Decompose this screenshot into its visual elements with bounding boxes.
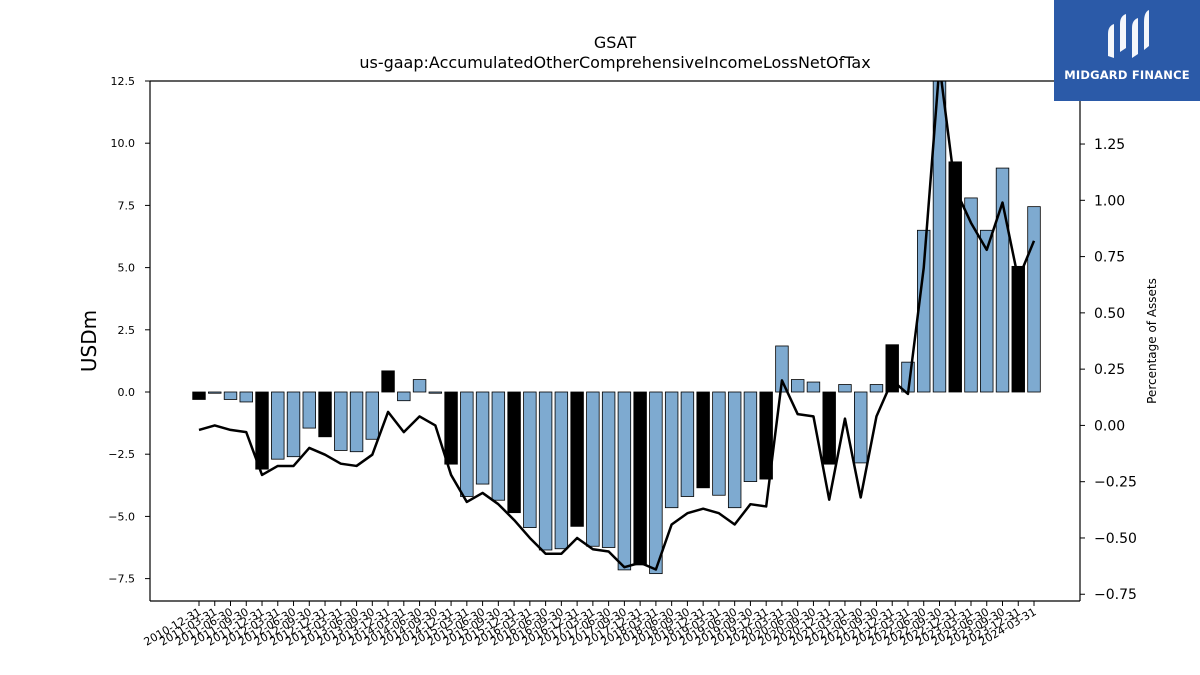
y2-tick-label: 0.50 [1094,306,1125,322]
logo-icon [1108,10,1149,58]
y2-axis-label: Percentage of Assets [1145,278,1159,404]
y2-tick-label: 1.00 [1094,193,1125,209]
bar-2015-03-31 [460,391,474,497]
bar-2012-09-30 [302,391,316,429]
bar-2016-03-31 [523,391,537,529]
logo-text: MIDGARD FINANCE [1064,68,1190,82]
bar-2012-12-31 [318,391,332,438]
bar-2017-12-31 [633,391,647,566]
bar-2021-06-30 [854,391,868,464]
y2-tick-label: 0.75 [1094,250,1125,266]
bar-2011-12-31 [255,391,269,470]
y2-tick-label: −0.75 [1094,587,1137,603]
y-tick-label: −2.5 [108,448,135,461]
bar-2020-03-31 [775,345,789,393]
y-tick-label: 10.0 [111,137,136,150]
bar-2020-06-30 [790,379,805,393]
y-tick-label: 2.5 [118,324,136,337]
y-axis-label: USDm [77,310,101,372]
percentage-line [198,81,1036,571]
bar-2013-12-31 [381,370,395,393]
bar-2020-12-31 [822,391,836,465]
y2-tick-label: 0.25 [1094,362,1125,378]
bar-2011-06-30 [223,391,238,400]
bar-2013-03-31 [334,391,348,451]
bar-2016-09-30 [554,391,569,550]
midgard-finance-logo: MIDGARD FINANCE [1054,0,1200,101]
bar-2016-12-31 [570,391,584,527]
y-tick-label: −7.5 [108,573,135,586]
y-tick-label: −5.0 [108,510,135,523]
y-tick-label: 7.5 [118,199,136,212]
bar-2013-09-30 [365,391,380,440]
bar-series [192,81,1041,575]
y-tick-label: 0.0 [118,386,136,399]
bar-2010-12-31 [192,391,206,400]
bar-2014-06-30 [412,379,427,393]
chart-subtitle: us-gaap:AccumulatedOtherComprehensiveInc… [359,53,870,72]
bar-2013-06-30 [349,391,364,453]
bar-2011-03-31 [208,391,222,394]
y2-tick-label: 1.25 [1094,137,1125,153]
bar-2016-06-30 [538,391,553,551]
bar-2015-12-31 [507,391,521,514]
bar-2021-03-31 [838,384,852,393]
bar-2020-09-30 [806,381,821,393]
bar-2019-12-31 [759,391,773,480]
bar-2021-09-30 [869,384,884,393]
bar-2014-09-30 [428,391,443,394]
bar-2018-06-30 [664,391,679,509]
y2-tick-label: −0.25 [1094,475,1137,491]
bar-2011-09-30 [239,391,253,403]
bar-2014-12-31 [444,391,458,465]
bar-2019-03-31 [712,391,726,496]
bar-2018-03-31 [649,391,663,575]
bar-2023-06-30 [980,229,994,393]
y-tick-label: 12.5 [111,75,136,88]
bar-2023-12-31 [1011,265,1025,393]
chart-title: GSAT [594,33,637,52]
bar-2022-09-30 [932,81,947,393]
bar-2018-09-30 [680,391,695,497]
bar-2018-12-31 [696,391,710,489]
y2-tick-label: −0.50 [1094,531,1137,547]
bar-2015-09-30 [491,391,506,501]
plot-area: −7.5 −5.0 −2.5 0.0 2.5 5.0 7.5 10.0 12.5 −0.75 −0.… [108,75,1137,649]
bar-2015-06-30 [475,391,490,485]
bar-2014-03-31 [397,391,411,402]
bar-2021-12-31 [885,344,899,393]
bar-2012-06-30 [286,391,301,458]
bar-2017-09-30 [617,391,632,571]
bar-2017-03-31 [586,391,600,547]
bar-2012-03-31 [271,391,285,460]
bar-2019-06-30 [727,391,742,509]
bar-2023-03-31 [964,197,978,393]
bar-2017-06-30 [601,391,616,548]
y2-tick-label: 0.00 [1094,418,1125,434]
bar-2022-12-31 [948,161,962,393]
bar-2024-03-31 [1027,206,1041,393]
bar-2019-09-30 [743,391,758,482]
y-tick-label: 5.0 [118,262,136,275]
